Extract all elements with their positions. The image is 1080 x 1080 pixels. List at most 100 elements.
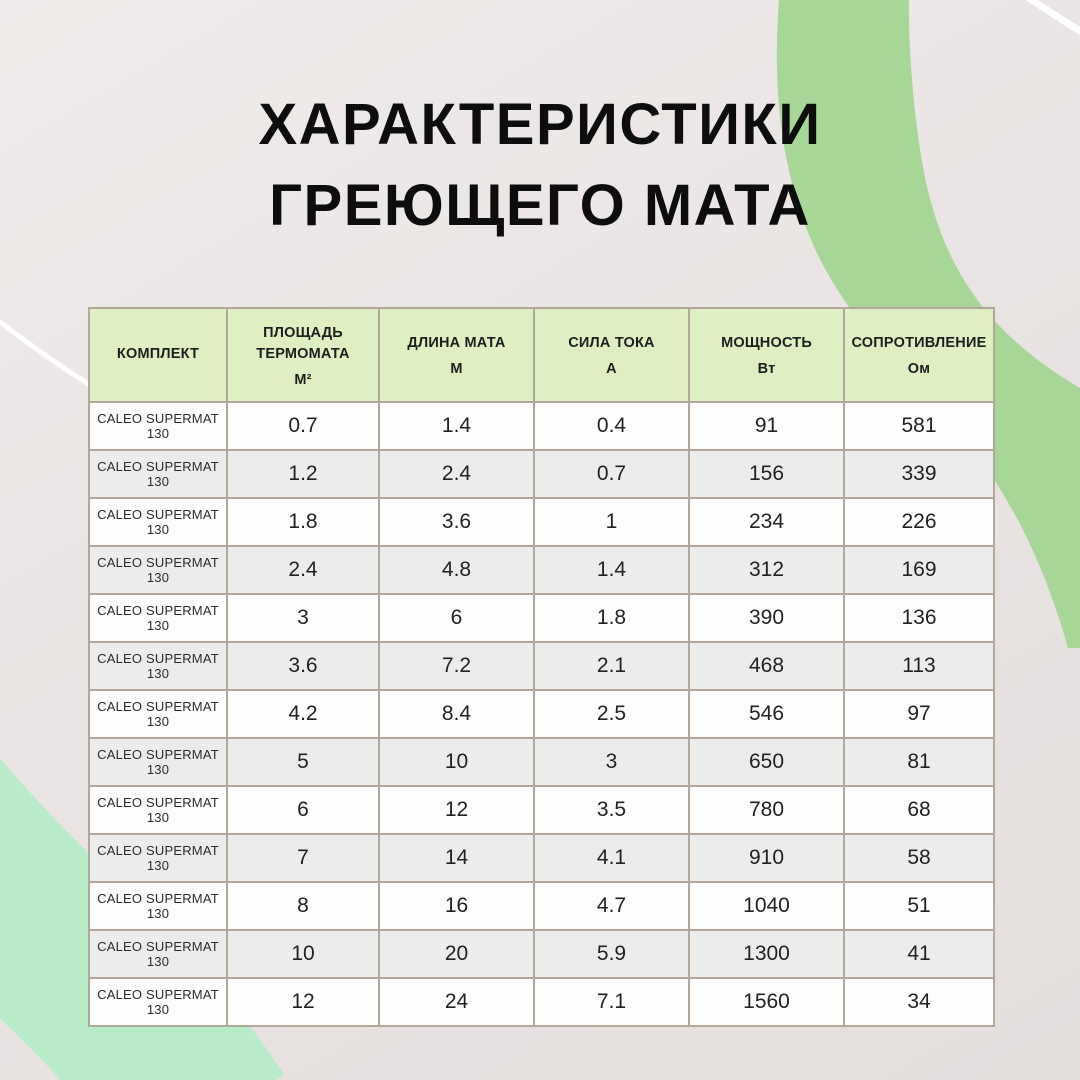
- area-cell: 1.8: [226, 497, 380, 547]
- area-cell: 4.2: [226, 689, 380, 739]
- resistance-cell: 58: [843, 833, 995, 883]
- power-cell: 1560: [688, 977, 845, 1027]
- resistance-cell: 581: [843, 401, 995, 451]
- resistance-cell: 68: [843, 785, 995, 835]
- length-cell: 1.4: [378, 401, 535, 451]
- power-cell: 1040: [688, 881, 845, 931]
- length-cell: 12: [378, 785, 535, 835]
- power-cell: 780: [688, 785, 845, 835]
- length-cell: 16: [378, 881, 535, 931]
- table-body: CALEO SUPERMAT 130 0.7 1.4 0.4 91 581 CA…: [88, 401, 995, 1027]
- resistance-cell: 136: [843, 593, 995, 643]
- area-cell: 3: [226, 593, 380, 643]
- table-row: CALEO SUPERMAT 130 10 20 5.9 1300 41: [88, 929, 995, 979]
- area-cell: 0.7: [226, 401, 380, 451]
- resistance-cell: 339: [843, 449, 995, 499]
- resistance-cell: 226: [843, 497, 995, 547]
- power-cell: 234: [688, 497, 845, 547]
- current-cell: 2.5: [533, 689, 690, 739]
- mint-swoosh-bottom-left: [0, 758, 285, 1080]
- area-cell: 7: [226, 833, 380, 883]
- kit-cell: CALEO SUPERMAT 130: [88, 929, 228, 979]
- power-cell: 91: [688, 401, 845, 451]
- length-cell: 7.2: [378, 641, 535, 691]
- power-cell: 156: [688, 449, 845, 499]
- kit-cell: CALEO SUPERMAT 130: [88, 641, 228, 691]
- kit-cell: CALEO SUPERMAT 130: [88, 449, 228, 499]
- resistance-cell: 169: [843, 545, 995, 595]
- page-title-line1: ХАРАКТЕРИСТИКИ: [258, 92, 822, 157]
- length-cell: 4.8: [378, 545, 535, 595]
- resistance-cell: 41: [843, 929, 995, 979]
- power-cell: 390: [688, 593, 845, 643]
- area-cell: 3.6: [226, 641, 380, 691]
- area-cell: 10: [226, 929, 380, 979]
- table-row: CALEO SUPERMAT 130 8 16 4.7 1040 51: [88, 881, 995, 931]
- table-row: CALEO SUPERMAT 130 12 24 7.1 1560 34: [88, 977, 995, 1027]
- length-cell: 8.4: [378, 689, 535, 739]
- kit-cell: CALEO SUPERMAT 130: [88, 977, 228, 1027]
- area-cell: 5: [226, 737, 380, 787]
- kit-cell: CALEO SUPERMAT 130: [88, 785, 228, 835]
- current-cell: 0.7: [533, 449, 690, 499]
- page-title-line2: ГРЕЮЩЕГО МАТА: [269, 173, 811, 239]
- length-cell: 24: [378, 977, 535, 1027]
- col-header-length: ДЛИНА МАТА М: [378, 307, 535, 403]
- table-row: CALEO SUPERMAT 130 3 6 1.8 390 136: [88, 593, 995, 643]
- table-row: CALEO SUPERMAT 130 5 10 3 650 81: [88, 737, 995, 787]
- area-cell: 2.4: [226, 545, 380, 595]
- table-row: CALEO SUPERMAT 130 6 12 3.5 780 68: [88, 785, 995, 835]
- power-cell: 468: [688, 641, 845, 691]
- col-header-resistance: СОПРОТИВЛЕНИЕ Ом: [843, 307, 995, 403]
- current-cell: 2.1: [533, 641, 690, 691]
- spec-table-header: КОМПЛЕКТ ПЛОЩАДЬ ТЕРМОМАТА М² ДЛИНА МАТА М…: [88, 307, 995, 403]
- resistance-cell: 34: [843, 977, 995, 1027]
- current-cell: 1.4: [533, 545, 690, 595]
- current-cell: 4.1: [533, 833, 690, 883]
- white-arc-top-right: [1025, 0, 1080, 36]
- col-header-power: МОЩНОСТЬ Вт: [688, 307, 845, 403]
- length-cell: 6: [378, 593, 535, 643]
- kit-cell: CALEO SUPERMAT 130: [88, 401, 228, 451]
- current-cell: 5.9: [533, 929, 690, 979]
- area-cell: 1.2: [226, 449, 380, 499]
- page-title: ХАРАКТЕРИСТИКИ ГРЕЮЩЕГО МАТА: [0, 84, 1080, 246]
- kit-cell: CALEO SUPERMAT 130: [88, 689, 228, 739]
- power-cell: 1300: [688, 929, 845, 979]
- table-row: CALEO SUPERMAT 130 0.7 1.4 0.4 91 581: [88, 401, 995, 451]
- col-header-kit: КОМПЛЕКТ: [88, 307, 228, 403]
- power-cell: 650: [688, 737, 845, 787]
- kit-cell: CALEO SUPERMAT 130: [88, 593, 228, 643]
- header-row: КОМПЛЕКТ ПЛОЩАДЬ ТЕРМОМАТА М² ДЛИНА МАТА М…: [88, 307, 995, 403]
- current-cell: 0.4: [533, 401, 690, 451]
- kit-cell: CALEO SUPERMAT 130: [88, 881, 228, 931]
- resistance-cell: 81: [843, 737, 995, 787]
- current-cell: 1: [533, 497, 690, 547]
- col-header-area: ПЛОЩАДЬ ТЕРМОМАТА М²: [226, 307, 380, 403]
- length-cell: 10: [378, 737, 535, 787]
- current-cell: 3: [533, 737, 690, 787]
- power-cell: 910: [688, 833, 845, 883]
- current-cell: 7.1: [533, 977, 690, 1027]
- kit-cell: CALEO SUPERMAT 130: [88, 737, 228, 787]
- table-row: CALEO SUPERMAT 130 2.4 4.8 1.4 312 169: [88, 545, 995, 595]
- length-cell: 3.6: [378, 497, 535, 547]
- kit-cell: CALEO SUPERMAT 130: [88, 833, 228, 883]
- spec-table: КОМПЛЕКТ ПЛОЩАДЬ ТЕРМОМАТА М² ДЛИНА МАТА М…: [88, 307, 995, 1027]
- length-cell: 14: [378, 833, 535, 883]
- current-cell: 1.8: [533, 593, 690, 643]
- area-cell: 6: [226, 785, 380, 835]
- power-cell: 546: [688, 689, 845, 739]
- table-row: CALEO SUPERMAT 130 3.6 7.2 2.1 468 113: [88, 641, 995, 691]
- kit-cell: CALEO SUPERMAT 130: [88, 497, 228, 547]
- table-row: CALEO SUPERMAT 130 4.2 8.4 2.5 546 97: [88, 689, 995, 739]
- current-cell: 4.7: [533, 881, 690, 931]
- resistance-cell: 97: [843, 689, 995, 739]
- area-cell: 8: [226, 881, 380, 931]
- area-cell: 12: [226, 977, 380, 1027]
- resistance-cell: 51: [843, 881, 995, 931]
- table-row: CALEO SUPERMAT 130 1.2 2.4 0.7 156 339: [88, 449, 995, 499]
- length-cell: 2.4: [378, 449, 535, 499]
- length-cell: 20: [378, 929, 535, 979]
- current-cell: 3.5: [533, 785, 690, 835]
